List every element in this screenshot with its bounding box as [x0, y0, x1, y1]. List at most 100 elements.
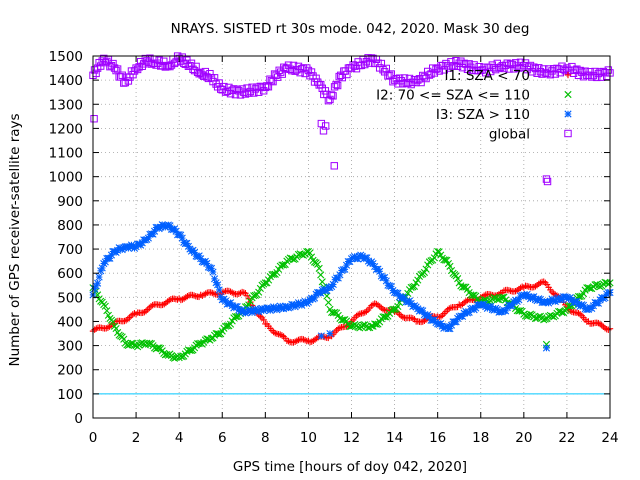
- data-point: [382, 277, 390, 285]
- data-point: [454, 275, 462, 283]
- x-axis-label: GPS time [hours of doy 042, 2020]: [233, 459, 467, 475]
- data-point: [137, 339, 145, 347]
- y-tick-label: 600: [57, 266, 83, 282]
- data-point: [255, 288, 263, 296]
- x-tick-label: 16: [429, 430, 446, 446]
- data-point: [437, 313, 445, 320]
- data-point: [324, 298, 333, 307]
- outlier-point: [330, 162, 338, 170]
- data-point: [314, 260, 322, 268]
- data-point: [300, 336, 307, 343]
- data-point: [124, 77, 133, 85]
- data-point: [118, 71, 126, 79]
- data-point: [190, 292, 198, 299]
- data-point: [307, 68, 316, 76]
- data-point: [605, 326, 612, 333]
- data-point: [112, 325, 120, 333]
- data-point: [327, 91, 336, 99]
- x-tick-label: 2: [132, 430, 141, 446]
- outlier-point: [90, 115, 98, 123]
- y-tick-label: 300: [57, 339, 83, 355]
- data-point: [215, 286, 223, 294]
- legend-symbol-i3: [564, 110, 572, 118]
- series-global: [89, 52, 614, 105]
- data-point: [177, 352, 185, 360]
- y-tick-label: 0: [74, 411, 83, 427]
- data-point: [306, 249, 314, 257]
- data-point: [410, 282, 419, 290]
- data-point: [240, 289, 247, 296]
- data-layer: [89, 52, 614, 362]
- legend-symbol-global: [564, 129, 572, 138]
- x-tick-label: 14: [386, 430, 403, 446]
- data-point: [425, 71, 434, 79]
- data-point: [214, 330, 222, 338]
- outlier-point: [319, 127, 328, 135]
- y-tick-label: 200: [57, 363, 83, 379]
- data-point: [404, 289, 412, 298]
- x-tick-label: 24: [601, 430, 618, 446]
- data-point: [132, 311, 140, 318]
- data-point: [323, 292, 331, 300]
- data-point: [490, 293, 498, 302]
- grid-layer: [93, 56, 610, 418]
- data-point: [101, 302, 109, 310]
- data-point: [103, 307, 111, 315]
- data-point: [430, 254, 438, 262]
- outlier-point: [321, 122, 330, 130]
- outlier-point: [542, 175, 551, 183]
- data-point: [206, 69, 214, 78]
- data-point: [376, 267, 384, 275]
- x-tick-label: 20: [515, 430, 532, 446]
- data-point: [409, 315, 417, 322]
- data-point: [94, 279, 102, 287]
- tick-layer: 0100200300400500600700800900100011001200…: [49, 49, 619, 446]
- data-point: [558, 308, 566, 317]
- legend-label-global: global: [489, 127, 530, 143]
- data-point: [246, 297, 255, 306]
- outlier-point: [317, 119, 326, 128]
- data-point: [364, 324, 372, 332]
- outlier-point: [543, 177, 552, 186]
- x-tick-label: 4: [175, 430, 184, 446]
- data-point: [120, 335, 128, 343]
- series-i2: [89, 247, 614, 362]
- data-point: [354, 311, 362, 318]
- legend-label-i2: I2: 70 <= SZA <= 110: [376, 88, 530, 104]
- data-point: [138, 62, 146, 70]
- series-i3: [89, 221, 614, 333]
- data-point: [531, 314, 540, 323]
- data-point: [318, 278, 326, 286]
- legend: I1: SZA < 70 I2: 70 <= SZA <= 110 I3: SZA …: [376, 68, 572, 143]
- data-point: [109, 59, 117, 68]
- data-point: [285, 338, 292, 345]
- data-point: [265, 276, 273, 284]
- x-tick-label: 8: [261, 430, 270, 446]
- y-tick-label: 1500: [49, 49, 83, 65]
- data-point: [505, 287, 513, 294]
- y-tick-label: 500: [57, 290, 83, 306]
- data-point: [169, 353, 177, 362]
- outlier-point: [317, 332, 325, 340]
- data-point: [367, 322, 375, 330]
- data-point: [422, 265, 430, 273]
- data-point: [333, 81, 342, 90]
- legend-symbol-i2: [564, 90, 572, 99]
- data-point: [260, 316, 267, 324]
- data-point: [329, 309, 337, 317]
- y-tick-label: 700: [57, 242, 83, 258]
- data-point: [329, 280, 337, 288]
- y-tick-label: 1200: [49, 121, 83, 137]
- data-point: [310, 258, 319, 266]
- data-point: [209, 268, 217, 276]
- y-tick-label: 900: [57, 194, 83, 210]
- y-tick-label: 1100: [49, 146, 83, 162]
- data-point: [113, 65, 122, 73]
- chart-title: NRAYS. SISTED rt 30s mode. 042, 2020. Ma…: [171, 21, 530, 37]
- data-point: [446, 305, 453, 312]
- data-point: [95, 273, 103, 281]
- data-point: [374, 301, 382, 309]
- data-point: [332, 80, 340, 89]
